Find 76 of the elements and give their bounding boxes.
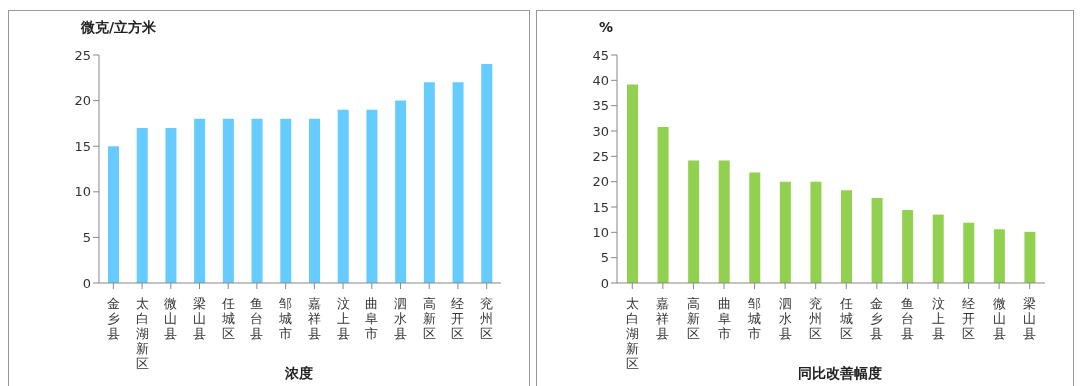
y-tick-label: 0	[600, 275, 609, 291]
x-tick-label: 微山县	[164, 296, 178, 341]
x-tick-label: 微山县	[992, 296, 1006, 341]
x-tick-label: 金乡县	[870, 296, 884, 341]
bar	[779, 181, 791, 283]
y-tick-label: 40	[592, 72, 609, 88]
y-axis-title: %	[599, 19, 614, 35]
x-tick-label: 嘉祥县	[656, 296, 670, 341]
bar	[136, 127, 148, 283]
y-tick-label: 0	[82, 275, 91, 291]
x-tick-label: 太白湖新区	[625, 296, 639, 371]
y-tick-label: 15	[592, 199, 609, 215]
x-tick-label: 邹城市	[747, 296, 762, 341]
bar	[1024, 231, 1036, 283]
x-tick-label: 邹城市	[278, 296, 293, 341]
bar	[251, 118, 263, 283]
bar	[309, 118, 320, 283]
x-tick-label: 梁山县	[1023, 296, 1037, 341]
bar	[841, 190, 852, 283]
x-tick-label: 梁山县	[193, 296, 206, 341]
bar	[749, 172, 761, 283]
bar	[395, 100, 407, 283]
bar	[627, 84, 638, 283]
bar	[688, 160, 700, 283]
x-tick-label: 嘉祥县	[307, 296, 321, 341]
y-tick-label: 30	[592, 123, 609, 139]
x-tick-label: 兖州区	[809, 296, 823, 341]
bar	[108, 146, 119, 283]
x-axis-title: 浓度	[285, 365, 313, 381]
bar	[280, 118, 292, 283]
x-tick-label: 曲阜市	[365, 296, 379, 341]
x-axis-title: 同比改善幅度	[798, 365, 882, 381]
x-tick-label: 金乡县	[106, 296, 120, 341]
bar	[222, 118, 234, 283]
bar	[932, 214, 944, 283]
y-tick-label: 25	[592, 148, 609, 164]
bar	[366, 109, 378, 283]
bar	[423, 82, 435, 283]
x-tick-label: 汶上县	[931, 296, 945, 341]
y-tick-label: 20	[592, 174, 609, 190]
x-tick-label: 鱼台县	[250, 296, 264, 341]
bar	[194, 118, 206, 283]
x-tick-label: 泗水县	[394, 296, 407, 341]
x-tick-label: 高新区	[422, 296, 436, 341]
x-tick-label: 经开区	[451, 296, 465, 341]
bar	[902, 210, 914, 283]
bar	[657, 126, 669, 283]
bar	[810, 181, 822, 283]
y-tick-label: 45	[592, 47, 609, 63]
y-tick-label: 5	[600, 250, 609, 266]
x-tick-label: 曲阜市	[717, 296, 731, 341]
x-tick-label: 兖州区	[480, 296, 494, 341]
x-tick-label: 任城区	[838, 296, 853, 341]
y-tick-label: 20	[74, 93, 91, 109]
bar	[718, 160, 730, 283]
y-tick-label: 25	[74, 47, 91, 63]
y-tick-label: 10	[74, 184, 91, 200]
bar	[337, 109, 349, 283]
y-tick-label: 35	[592, 98, 609, 114]
bar	[165, 127, 177, 283]
y-tick-label: 10	[592, 224, 609, 240]
y-tick-label: 5	[82, 230, 91, 246]
x-tick-label: 汶上县	[336, 296, 350, 341]
bar	[871, 197, 883, 283]
y-axis-title: 微克/立方米	[81, 19, 157, 37]
bar	[481, 64, 493, 283]
bar	[993, 229, 1005, 283]
bar	[452, 82, 464, 283]
x-tick-label: 泗水县	[778, 296, 792, 341]
x-tick-label: 任城区	[220, 296, 235, 341]
x-tick-label: 太白湖新区	[135, 296, 149, 371]
x-tick-label: 高新区	[686, 296, 700, 341]
y-tick-label: 15	[74, 138, 91, 154]
x-tick-label: 经开区	[962, 296, 976, 341]
bar	[963, 222, 975, 283]
x-tick-label: 鱼台县	[900, 296, 914, 341]
